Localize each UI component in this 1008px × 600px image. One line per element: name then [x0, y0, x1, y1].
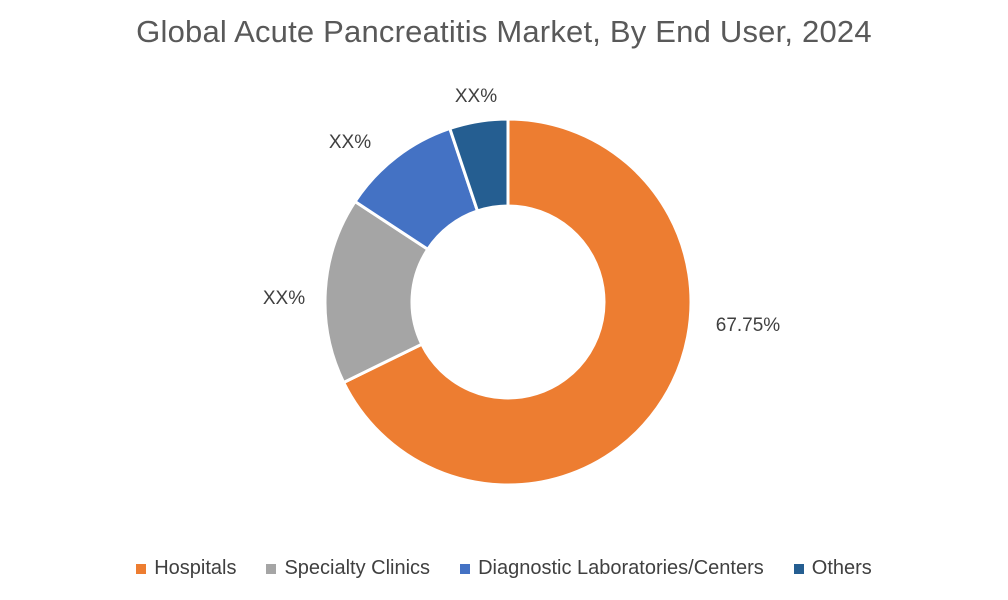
legend-swatch [266, 563, 277, 574]
legend-item-diagnostic-laboratories-centers: Diagnostic Laboratories/Centers [460, 557, 764, 580]
data-label-specialty-clinics: XX% [263, 288, 305, 309]
chart-title: Global Acute Pancreatitis Market, By End… [136, 14, 872, 49]
slice-hospitals [341, 117, 693, 487]
data-label-hospitals: 67.75% [716, 315, 781, 336]
legend-label: Hospitals [154, 557, 237, 579]
legend-label: Diagnostic Laboratories/Centers [478, 557, 764, 579]
legend-label: Others [811, 557, 872, 579]
legend-swatch [136, 563, 147, 574]
legend-item-others: Others [793, 557, 872, 580]
legend: Hospitals Specialty Clinics Diagnostic Lab… [0, 557, 1008, 580]
data-label-others: XX% [455, 86, 497, 107]
slice-others [447, 117, 510, 213]
legend-label: Specialty Clinics [284, 557, 431, 579]
data-label-diagnostic-laboratories-centers: XX% [329, 132, 371, 153]
legend-swatch [793, 563, 804, 574]
legend-item-specialty-clinics: Specialty Clinics [266, 557, 430, 580]
legend-item-hospitals: Hospitals [136, 557, 236, 580]
legend-swatch [460, 563, 471, 574]
